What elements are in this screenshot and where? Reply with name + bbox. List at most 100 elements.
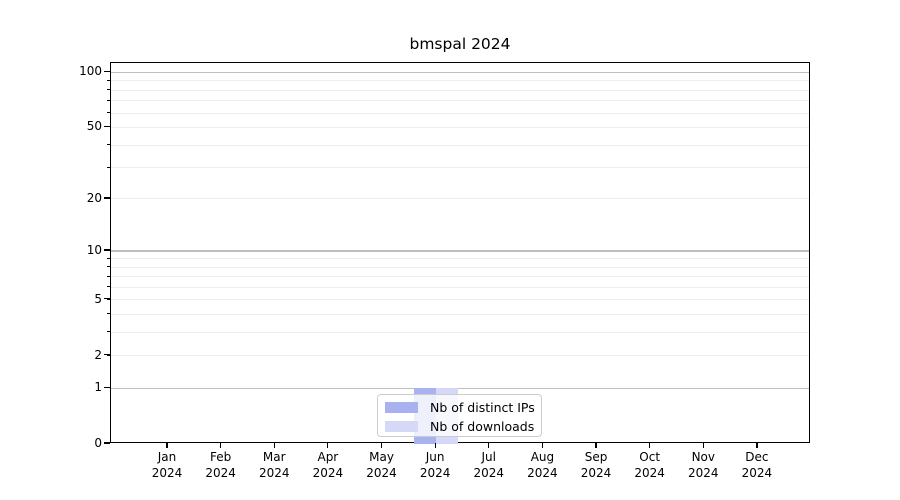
y-tick-label: 50	[86, 119, 102, 134]
x-tick-month: Feb	[210, 450, 232, 464]
gridline-minor	[111, 313, 809, 315]
x-tick	[166, 443, 168, 448]
x-tick-month: Aug	[530, 450, 555, 464]
x-tick	[273, 443, 275, 448]
x-tick	[327, 443, 329, 448]
gridline-minor	[111, 355, 809, 357]
x-tick-label: Jan 2024	[140, 450, 194, 481]
y-tick-label: 2	[94, 347, 102, 362]
y-minor-tick	[107, 313, 110, 315]
y-tick	[104, 442, 110, 444]
legend-label-distinct-ips: Nb of distinct IPs	[430, 400, 535, 415]
x-tick-year: 2024	[258, 465, 290, 480]
gridline-minor	[111, 331, 809, 333]
x-tick-month: Sep	[584, 450, 608, 464]
gridline-minor	[111, 299, 809, 301]
gridline-major	[111, 387, 809, 389]
gridline-minor	[111, 258, 809, 260]
x-tick	[756, 443, 758, 448]
y-minor-tick	[107, 144, 110, 146]
y-tick	[104, 197, 110, 199]
gridline-minor	[111, 126, 809, 128]
legend-swatch-distinct-ips	[385, 402, 418, 413]
legend-item-downloads: Nb of downloads	[385, 418, 535, 435]
y-minor-tick	[107, 99, 110, 101]
x-tick-year: 2024	[366, 465, 397, 480]
gridline-minor	[111, 112, 809, 114]
x-tick	[488, 443, 490, 448]
chart-title: bmspal 2024	[409, 35, 511, 53]
x-tick-label: Oct 2024	[623, 450, 677, 481]
y-minor-tick	[107, 166, 110, 168]
y-tick	[104, 298, 110, 300]
gridline-minor	[111, 144, 809, 146]
gridline-minor	[111, 100, 809, 102]
y-tick-label: 5	[94, 291, 102, 306]
legend-item-distinct-ips: Nb of distinct IPs	[385, 399, 535, 416]
x-tick-year: 2024	[473, 465, 505, 480]
x-tick-year: 2024	[634, 465, 665, 480]
x-tick-month: May	[369, 450, 394, 464]
gridline-minor	[111, 198, 809, 200]
x-tick-month: Dec	[745, 450, 769, 464]
gridline-minor	[111, 89, 809, 91]
y-tick	[104, 353, 110, 356]
x-tick-year: 2024	[205, 465, 236, 480]
x-tick-year: 2024	[688, 465, 719, 480]
y-minor-tick	[107, 79, 110, 81]
x-tick-month: Jun	[425, 450, 445, 464]
x-tick-label: Dec 2024	[730, 450, 784, 481]
x-tick-month: Jul	[481, 450, 496, 464]
gridline-major	[111, 250, 809, 252]
x-tick-year: 2024	[580, 465, 612, 480]
y-tick-label: 1	[94, 380, 102, 395]
y-tick	[104, 249, 110, 251]
x-tick-label: Mar 2024	[247, 450, 301, 481]
gridline-major	[111, 71, 809, 74]
x-tick-label: Sep 2024	[569, 450, 623, 481]
x-tick-month: Apr	[317, 450, 339, 464]
x-tick	[649, 443, 651, 448]
x-tick-month: Nov	[691, 450, 715, 464]
y-tick	[104, 125, 110, 128]
x-tick	[702, 443, 704, 448]
x-tick-label: Nov 2024	[676, 450, 730, 481]
x-tick	[595, 443, 597, 448]
legend: Nb of distinct IPs Nb of downloads	[377, 394, 542, 437]
y-minor-tick	[107, 257, 110, 259]
x-tick-year: 2024	[419, 465, 451, 480]
legend-swatch-downloads	[385, 421, 418, 432]
x-tick-label: Feb 2024	[194, 450, 248, 481]
x-tick-year: 2024	[312, 465, 344, 480]
y-minor-tick	[107, 266, 110, 268]
x-tick-year: 2024	[741, 465, 773, 480]
y-minor-tick	[107, 286, 110, 288]
y-tick-label: 20	[86, 190, 102, 205]
x-tick	[434, 443, 436, 448]
gridline-minor	[111, 167, 809, 169]
gridline-minor	[111, 266, 809, 268]
x-tick-year: 2024	[527, 465, 558, 480]
y-minor-tick	[107, 275, 110, 277]
x-tick	[220, 443, 222, 448]
y-tick-label: 0	[94, 436, 102, 450]
y-minor-tick	[107, 112, 110, 114]
plot-area	[110, 62, 810, 444]
x-tick-month: Oct	[639, 450, 661, 464]
y-tick-label: 100	[79, 64, 102, 79]
y-minor-tick	[107, 331, 110, 333]
x-tick-label: Jul 2024	[462, 450, 516, 481]
x-tick-month: Mar	[262, 450, 286, 464]
x-tick	[380, 443, 383, 448]
x-tick-label: Jun 2024	[408, 450, 462, 481]
y-tick	[104, 70, 110, 73]
legend-label-downloads: Nb of downloads	[430, 419, 535, 434]
x-tick-label: Apr 2024	[301, 450, 355, 481]
y-tick-label: 10	[86, 242, 102, 257]
y-minor-tick	[107, 89, 110, 91]
x-tick-year: 2024	[151, 465, 183, 480]
gridline-minor	[111, 286, 809, 288]
y-tick	[104, 386, 110, 388]
x-tick	[541, 443, 543, 448]
